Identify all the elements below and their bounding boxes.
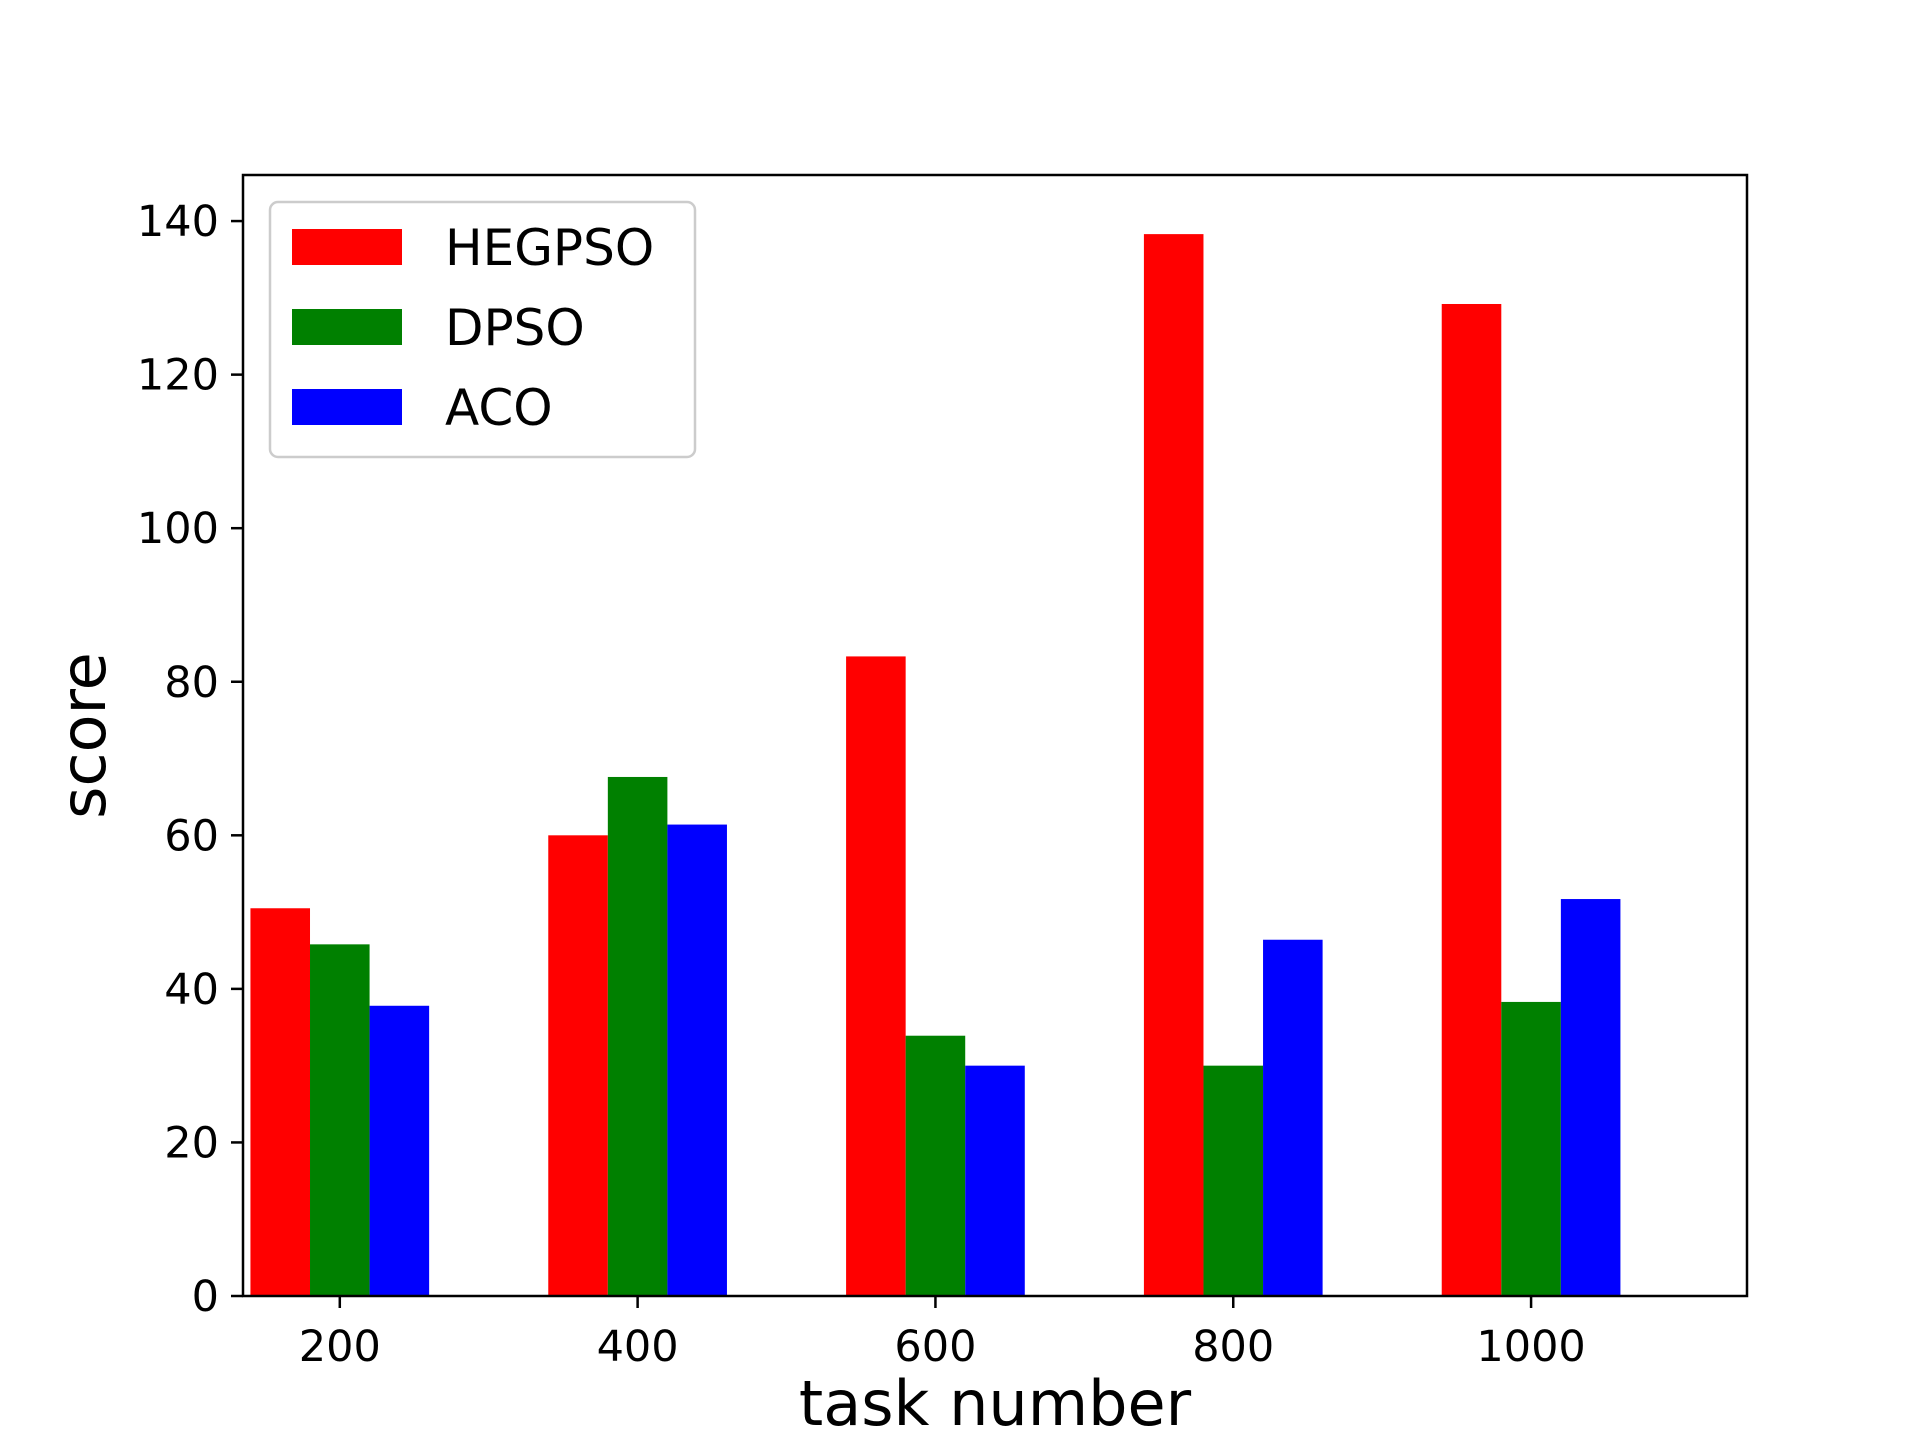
y-tick-label: 60 — [164, 811, 219, 861]
legend: HEGPSO DPSO ACO — [268, 200, 697, 459]
y-tick-label: 0 — [192, 1272, 219, 1322]
bar-aco-400 — [667, 824, 727, 1296]
bar-dpso-400 — [607, 776, 668, 1296]
x-tick-label: 800 — [1192, 1322, 1274, 1372]
legend-label-dpso: DPSO — [445, 299, 585, 357]
bar-dpso-1000 — [1501, 1001, 1561, 1296]
x-tick-label: 400 — [597, 1322, 679, 1372]
legend-swatch-aco — [292, 389, 402, 425]
bar-hegpso-200 — [250, 908, 311, 1296]
bar-hegpso-600 — [846, 656, 906, 1296]
bar-hegpso-400 — [548, 835, 608, 1296]
legend-swatch-hegpso — [292, 229, 402, 265]
y-tick-label: 120 — [137, 351, 219, 401]
x-tick-label: 200 — [299, 1322, 381, 1372]
bar-aco-1000 — [1560, 899, 1621, 1296]
plot-area-frame — [241, 173, 1749, 1298]
legend-label-aco: ACO — [445, 379, 553, 437]
bar-hegpso-1000 — [1441, 303, 1502, 1296]
bar-hegpso-800 — [1143, 234, 1204, 1297]
y-tick-label: 100 — [137, 504, 219, 554]
y-tick-label: 140 — [137, 197, 219, 247]
bar-dpso-200 — [310, 944, 370, 1296]
y-tick-label: 40 — [164, 965, 219, 1015]
x-tick-label: 600 — [894, 1322, 976, 1372]
y-tick-label: 20 — [164, 1118, 219, 1168]
x-axis-title: task number — [799, 1367, 1192, 1440]
bars-group — [250, 234, 1621, 1297]
y-axis-title: score — [47, 652, 120, 819]
y-axis: 0 20 40 60 80 100 120 140 — [137, 197, 243, 1322]
bar-aco-800 — [1263, 939, 1323, 1296]
x-axis: 200 400 600 800 1000 — [299, 1296, 1586, 1372]
bar-dpso-800 — [1203, 1065, 1264, 1296]
legend-items: HEGPSO DPSO ACO — [292, 219, 654, 437]
legend-swatch-dpso — [292, 309, 402, 345]
legend-label-hegpso: HEGPSO — [445, 219, 654, 277]
bar-aco-200 — [369, 1005, 430, 1296]
bar-dpso-600 — [905, 1035, 966, 1296]
y-tick-label: 80 — [164, 658, 219, 708]
x-tick-label: 1000 — [1476, 1322, 1585, 1372]
bar-aco-600 — [965, 1065, 1025, 1296]
